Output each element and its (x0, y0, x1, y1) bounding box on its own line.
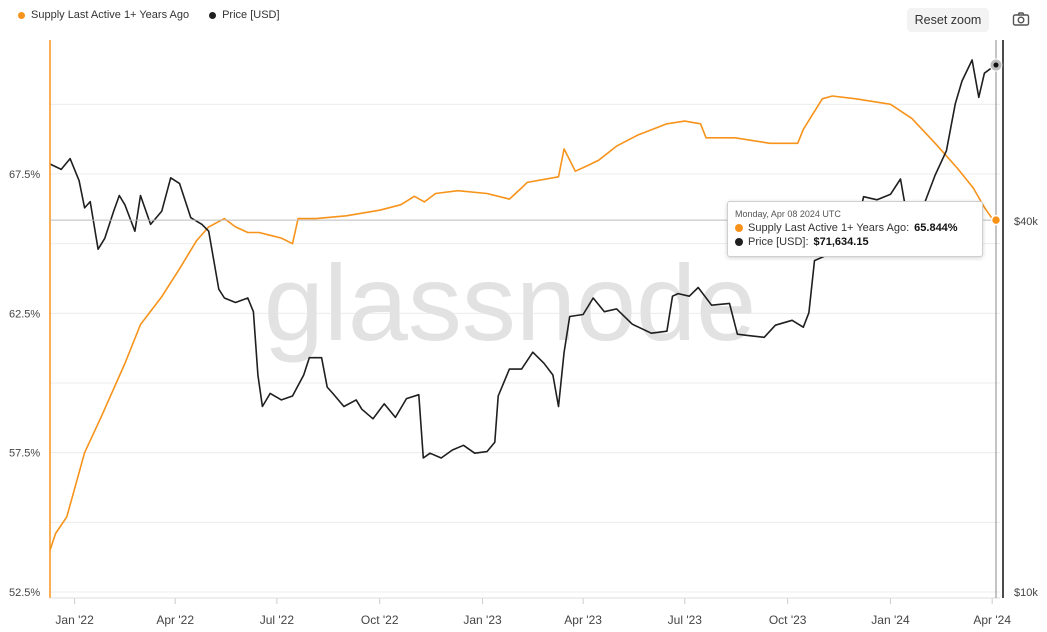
left-tick-label: 52.5% (9, 587, 40, 599)
legend: Supply Last Active 1+ Years Ago Price [U… (18, 9, 280, 21)
tooltip-price-label: Price [USD]: (748, 236, 809, 248)
x-tick-label: Apr '22 (156, 613, 194, 627)
legend-label-price: Price [USD] (222, 9, 280, 21)
left-tick-label: 67.5% (9, 169, 40, 181)
legend-item-price[interactable]: Price [USD] (209, 9, 280, 21)
right-tick-label: $40k (1014, 216, 1038, 228)
tooltip-price-value: $71,634.15 (813, 236, 869, 248)
legend-marker-supply (18, 11, 25, 19)
tooltip-row-price: Price [USD]: $71,634.15 (735, 236, 869, 248)
legend-label-supply: Supply Last Active 1+ Years Ago (31, 9, 190, 21)
legend-marker-price (209, 11, 217, 19)
tooltip-supply-label: Supply Last Active 1+ Years Ago: (748, 222, 910, 234)
tooltip-row-supply: Supply Last Active 1+ Years Ago: 65.844% (735, 222, 958, 234)
tooltip-date: Monday, Apr 08 2024 UTC (735, 209, 841, 219)
right-axis-ticks: $40k $10k (1014, 216, 1038, 599)
hover-marker-price (993, 62, 999, 68)
x-axis-ticks: Jan '22 Apr '22 Jul '22 Oct '22 Jan '23 Apr '… (55, 598, 1011, 627)
left-tick-label: 62.5% (9, 308, 40, 320)
tooltip-supply-value: 65.844% (914, 222, 958, 234)
x-tick-label: Jan '22 (55, 613, 94, 627)
series-line-supply (49, 95, 1001, 551)
tooltip: Monday, Apr 08 2024 UTC Supply Last Acti… (727, 201, 983, 257)
x-tick-label: Apr '23 (564, 613, 602, 627)
x-tick-label: Jan '24 (871, 613, 910, 627)
left-axis-ticks: 67.5% 62.5% 57.5% 52.5% (9, 169, 40, 599)
tooltip-marker-price (735, 238, 743, 246)
left-tick-label: 57.5% (9, 448, 40, 460)
x-tick-label: Oct '22 (361, 613, 399, 627)
right-tick-label: $10k (1014, 587, 1038, 599)
tooltip-marker-supply (735, 224, 743, 232)
x-tick-label: Jul '22 (260, 613, 295, 627)
legend-item-supply[interactable]: Supply Last Active 1+ Years Ago (18, 9, 189, 21)
grid-lines (50, 103, 1000, 593)
x-tick-label: Apr '24 (973, 613, 1011, 627)
x-tick-label: Jul '23 (668, 613, 703, 627)
watermark-text: glassnode (264, 242, 756, 363)
hover-marker-supply (990, 214, 1002, 226)
camera-icon[interactable] (1012, 11, 1030, 27)
x-tick-label: Jan '23 (463, 613, 502, 627)
x-tick-label: Oct '23 (769, 613, 807, 627)
reset-zoom-button[interactable]: Reset zoom (907, 8, 989, 32)
